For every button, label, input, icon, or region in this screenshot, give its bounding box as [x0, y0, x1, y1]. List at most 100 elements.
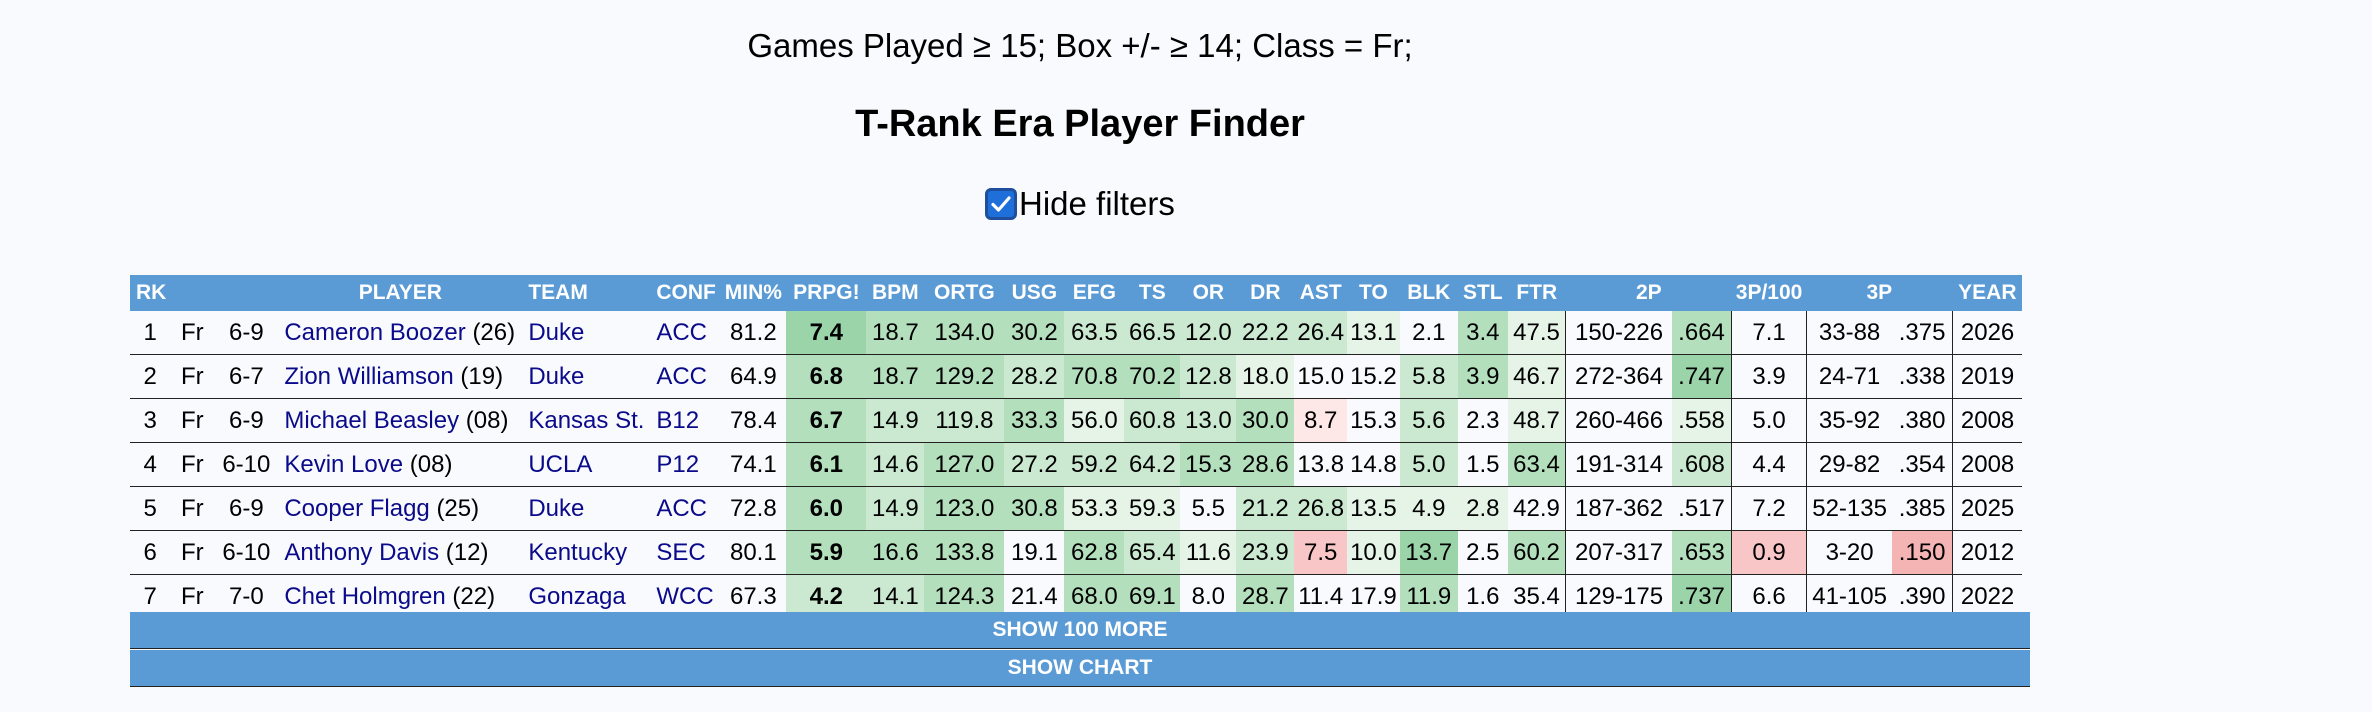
prpg-cell: 4.2	[786, 574, 867, 619]
ftr-cell: 47.5	[1507, 311, 1566, 355]
to-cell: 14.8	[1347, 442, 1400, 487]
col-header-usg[interactable]: USG	[1004, 275, 1065, 311]
2p-pct-cell: .608	[1671, 442, 1732, 487]
col-header-min[interactable]: MIN%	[720, 275, 787, 311]
col-header-dr[interactable]: DR	[1236, 275, 1295, 311]
or-cell: 13.0	[1180, 398, 1237, 443]
3p-rate-cell: 6.6	[1731, 574, 1807, 619]
2p-pct-cell: .664	[1671, 311, 1732, 355]
col-header-spacer	[170, 275, 215, 311]
col-header-ftr[interactable]: FTR	[1507, 275, 1566, 311]
conf-cell: ACC	[650, 354, 721, 399]
col-header-ts[interactable]: TS	[1124, 275, 1181, 311]
rank-cell: 1	[130, 311, 171, 355]
ftr-cell: 60.2	[1507, 530, 1566, 575]
year-cell: 2008	[1951, 442, 2023, 487]
col-header-bpm[interactable]: BPM	[866, 275, 925, 311]
team-cell: Gonzaga	[522, 574, 651, 619]
col-header-or[interactable]: OR	[1180, 275, 1237, 311]
3p-made-cell: 3-20	[1805, 530, 1893, 575]
conf-link[interactable]: SEC	[656, 538, 706, 566]
team-link[interactable]: Duke	[528, 318, 585, 346]
ortg-cell: 133.8	[924, 530, 1005, 575]
ast-cell: 15.0	[1294, 354, 1348, 399]
player-link[interactable]: Kevin Love	[284, 450, 404, 478]
prpg-cell: 6.8	[786, 354, 867, 399]
class-cell: Fr	[170, 486, 215, 531]
rank-cell: 3	[130, 398, 171, 443]
show-more-button[interactable]: SHOW 100 MORE	[130, 612, 2030, 649]
col-header-year[interactable]: YEAR	[1952, 275, 2023, 311]
bpm-cell: 18.7	[866, 311, 925, 355]
table-row: 3 Fr 6-9 Michael Beasley (08) Kansas St.…	[130, 398, 2023, 443]
col-header-stl[interactable]: STL	[1457, 275, 1508, 311]
team-link[interactable]: Gonzaga	[528, 582, 626, 610]
dr-cell: 23.9	[1236, 530, 1295, 575]
col-header-to[interactable]: TO	[1347, 275, 1400, 311]
table-row: 2 Fr 6-7 Zion Williamson (19) Duke ACC 6…	[130, 354, 2023, 399]
team-link[interactable]: Duke	[528, 494, 585, 522]
ftr-cell: 46.7	[1507, 354, 1566, 399]
col-header-player[interactable]: PLAYER	[278, 275, 523, 311]
player-link[interactable]: Anthony Davis	[284, 538, 440, 566]
2p-made-cell: 150-226	[1565, 311, 1672, 355]
player-link[interactable]: Chet Holmgren	[284, 582, 446, 610]
player-link[interactable]: Cooper Flagg	[284, 494, 430, 522]
team-link[interactable]: Duke	[528, 362, 585, 390]
col-header-3p[interactable]: 3P	[1806, 275, 1953, 311]
year-cell: 2012	[1951, 530, 2023, 575]
player-link[interactable]: Cameron Boozer	[284, 318, 466, 346]
height-cell: 6-9	[214, 311, 279, 355]
conf-link[interactable]: ACC	[656, 494, 708, 522]
col-header-ast[interactable]: AST	[1294, 275, 1348, 311]
conf-link[interactable]: ACC	[656, 318, 708, 346]
3p-pct-cell: .338	[1892, 354, 1953, 399]
conf-link[interactable]: B12	[656, 406, 700, 434]
ast-cell: 13.8	[1294, 442, 1348, 487]
show-chart-button[interactable]: SHOW CHART	[130, 650, 2030, 687]
team-link[interactable]: Kentucky	[528, 538, 628, 566]
2p-pct-cell: .517	[1671, 486, 1732, 531]
blk-cell: 13.7	[1399, 530, 1458, 575]
player-link[interactable]: Zion Williamson	[284, 362, 454, 390]
col-header-2p[interactable]: 2P	[1565, 275, 1732, 311]
col-header-efg[interactable]: EFG	[1064, 275, 1125, 311]
col-header-team[interactable]: TEAM	[522, 275, 651, 311]
col-header-prpg[interactable]: PRPG!	[786, 275, 867, 311]
class-cell: Fr	[170, 442, 215, 487]
team-link[interactable]: Kansas St.	[528, 406, 645, 434]
ast-cell: 7.5	[1294, 530, 1348, 575]
hide-filters-checkbox[interactable]	[985, 188, 1017, 220]
col-header-conf[interactable]: CONF	[650, 275, 721, 311]
player-link[interactable]: Michael Beasley	[284, 406, 460, 434]
col-header-blk[interactable]: BLK	[1399, 275, 1458, 311]
jersey-number: (08)	[465, 406, 509, 434]
bpm-cell: 14.9	[866, 486, 925, 531]
conf-link[interactable]: P12	[656, 450, 700, 478]
or-cell: 12.0	[1180, 311, 1237, 355]
year-cell: 2026	[1951, 311, 2023, 355]
col-header-rk[interactable]: RK	[130, 275, 171, 311]
team-cell: UCLA	[522, 442, 651, 487]
stl-cell: 1.6	[1457, 574, 1508, 619]
bpm-cell: 14.1	[866, 574, 925, 619]
player-cell: Kevin Love (08)	[278, 442, 523, 487]
conf-link[interactable]: WCC	[656, 582, 714, 610]
col-header-3p-per-100[interactable]: 3P/100	[1731, 275, 1807, 311]
to-cell: 17.9	[1347, 574, 1400, 619]
col-header-ortg[interactable]: ORTG	[924, 275, 1005, 311]
height-cell: 6-7	[214, 354, 279, 399]
3p-rate-cell: 4.4	[1731, 442, 1807, 487]
team-link[interactable]: UCLA	[528, 450, 593, 478]
min-cell: 64.9	[720, 354, 787, 399]
team-cell: Duke	[522, 311, 651, 355]
3p-made-cell: 24-71	[1805, 354, 1893, 399]
year-cell: 2025	[1951, 486, 2023, 531]
usg-cell: 19.1	[1004, 530, 1065, 575]
col-header-spacer	[214, 275, 279, 311]
conf-link[interactable]: ACC	[656, 362, 708, 390]
hide-filters-toggle[interactable]: Hide filters	[985, 178, 1175, 230]
min-cell: 74.1	[720, 442, 787, 487]
ts-cell: 66.5	[1124, 311, 1181, 355]
jersey-number: (25)	[436, 494, 480, 522]
